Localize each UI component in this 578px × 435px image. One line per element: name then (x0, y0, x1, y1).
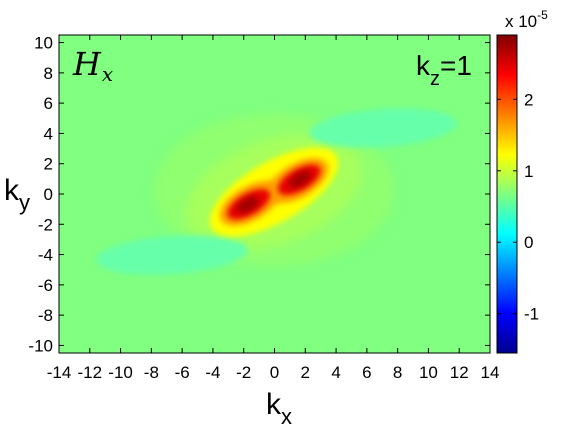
colorbar-scale-label: x 10-5 (505, 8, 548, 31)
x-tick-label: 8 (393, 363, 402, 382)
x-tick-label: -2 (236, 363, 251, 382)
svg-text:kz=1: kz=1 (416, 50, 472, 90)
y-axis-label-sub: y (19, 190, 30, 215)
quantity-sub: x (102, 62, 113, 86)
x-tick-label: -10 (108, 363, 133, 382)
lobe-peak-b (289, 171, 311, 188)
colorbar-tick-label: 1 (524, 162, 533, 181)
x-tick-label: 2 (301, 363, 310, 382)
y-tick-label: 6 (44, 94, 53, 113)
y-tick-label: 2 (44, 155, 53, 174)
x-ticks: -14 -12 -10 -8 -6 -4 -2 0 2 4 6 8 10 12 14 (47, 35, 500, 382)
x-tick-label: 14 (481, 363, 500, 382)
y-ticks: 10 8 6 4 2 0 -2 -4 -6 -8 -10 (28, 34, 490, 355)
colorbar-scale-exp: -5 (537, 8, 548, 22)
x-axis-label-sub: x (281, 404, 292, 429)
quantity-script: H (72, 45, 102, 83)
x-tick-label: -12 (77, 363, 102, 382)
colorbar-tick-label: 2 (524, 90, 533, 109)
x-tick-label: 12 (450, 363, 469, 382)
y-axis-label-main: k (4, 174, 20, 207)
colorbar-tick-label: -1 (524, 305, 539, 324)
colorbar-gradient (497, 35, 517, 353)
y-tick-label: -6 (38, 276, 53, 295)
colorbar-frame (496, 34, 518, 354)
lobe-peak-a (237, 196, 259, 213)
svg-text:Hx: Hx (72, 45, 113, 86)
y-tick-label: 4 (44, 124, 53, 143)
y-tick-label: 8 (44, 64, 53, 83)
x-axis-label: kx (266, 388, 292, 429)
svg-text:kx: kx (266, 388, 292, 429)
colorbar: 2 1 0 -1 x 10-5 (496, 8, 548, 354)
negative-band-upper-right (309, 108, 457, 148)
colorbar-scale-base: x 10 (505, 12, 537, 31)
heatmap-field (96, 108, 457, 275)
quantity-annotation: Hx (72, 45, 113, 86)
y-tick-label: -4 (38, 246, 53, 265)
x-tick-label: 10 (419, 363, 438, 382)
plot-area: -14 -12 -10 -8 -6 -4 -2 0 2 4 6 8 10 12 14 10 8 6 4 2 0 -2 -4… (28, 34, 499, 382)
svg-text:ky: ky (4, 174, 30, 215)
x-tick-label: -14 (47, 363, 72, 382)
x-tick-label: 0 (270, 363, 279, 382)
y-tick-label: 0 (44, 185, 53, 204)
y-tick-label: -2 (38, 215, 53, 234)
x-tick-label: 6 (362, 363, 371, 382)
slice-rest: =1 (440, 50, 472, 81)
y-axis-label: ky (4, 174, 30, 215)
y-tick-label: 10 (34, 34, 53, 53)
x-tick-label: -6 (175, 363, 190, 382)
x-tick-label: -8 (144, 363, 159, 382)
colorbar-ticks: 2 1 0 -1 (497, 90, 539, 324)
x-axis-label-main: k (266, 388, 282, 421)
positive-lobes (209, 147, 339, 237)
y-tick-label: -10 (28, 336, 53, 355)
slice-sub: z (430, 68, 440, 90)
slice-main: k (416, 50, 431, 81)
negative-band-lower-left (96, 235, 248, 275)
colorbar-tick-label: 0 (524, 233, 533, 252)
slice-annotation: kz=1 (416, 50, 472, 90)
x-tick-label: -4 (205, 363, 220, 382)
y-tick-label: -8 (38, 306, 53, 325)
x-tick-label: 4 (331, 363, 340, 382)
